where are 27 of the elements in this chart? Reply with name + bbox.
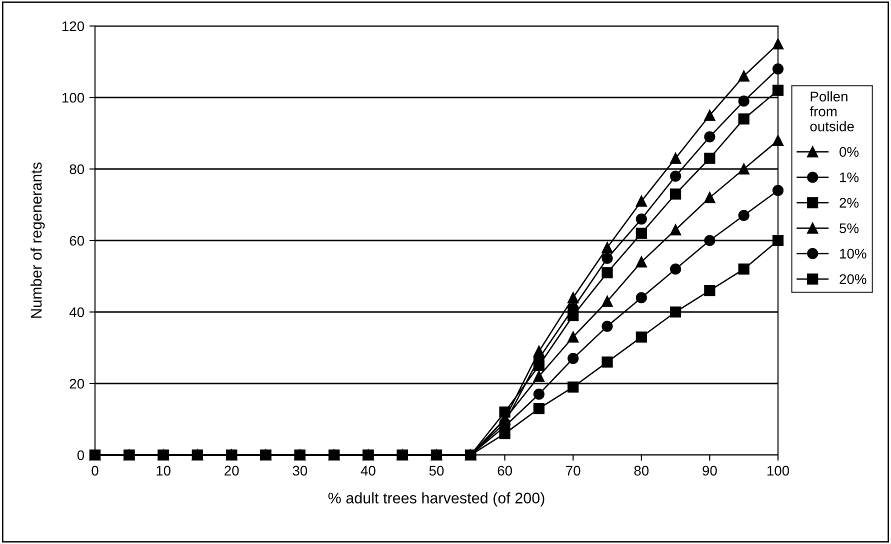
x-tick-label: 80 [634, 466, 649, 476]
y-tick-label: 20 [70, 378, 84, 389]
y-axis-title: Number of regenerants [30, 162, 45, 318]
legend-label: 20% [840, 274, 866, 284]
y-tick-label: 0 [77, 450, 84, 460]
x-axis-title: % adult trees harvested (of 200) [328, 492, 544, 506]
legend-label: 5% [840, 223, 859, 234]
x-tick-label: 0 [92, 466, 98, 476]
x-tick-label: 10 [156, 466, 170, 476]
y-tick-label: 80 [70, 164, 84, 174]
y-tick-label: 40 [69, 307, 84, 318]
legend-title: Pollen from outside [810, 91, 854, 132]
y-tick-label: 60 [70, 236, 84, 246]
x-tick-label: 70 [566, 466, 580, 476]
x-tick-label: 50 [429, 466, 444, 476]
y-tick-label: 120 [62, 21, 84, 32]
x-tick-label: 100 [767, 466, 790, 476]
legend-label: 0% [840, 146, 859, 157]
x-tick-label: 30 [292, 466, 308, 476]
x-tick-label: 90 [702, 466, 717, 476]
x-tick-label: 40 [360, 466, 376, 476]
legend-label: 10% [840, 248, 866, 259]
x-tick-label: 20 [224, 466, 239, 476]
legend-label: 1% [840, 172, 859, 182]
legend-label: 2% [840, 198, 859, 208]
x-tick-label: 60 [498, 466, 512, 476]
y-tick-label: 100 [62, 92, 84, 103]
